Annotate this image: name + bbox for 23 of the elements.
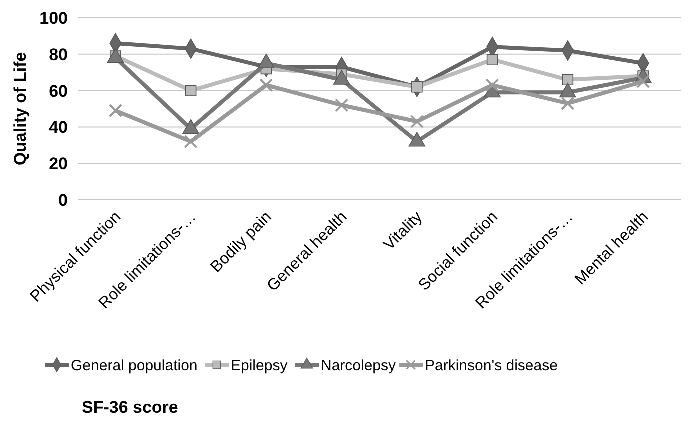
point (184, 134, 198, 149)
y-tick-label: 0 (58, 190, 68, 210)
point (410, 114, 424, 129)
point (260, 78, 274, 92)
point (561, 96, 575, 110)
y-axis-title: Quality of Life (11, 52, 30, 166)
y-tick-label: 60 (49, 82, 68, 101)
legend-label: Narcolepsy (321, 357, 397, 374)
point (334, 98, 349, 112)
y-tick-label: 20 (49, 154, 68, 174)
point (108, 104, 123, 118)
legend-label: Parkinson's disease (425, 357, 558, 374)
y-tick-label: 80 (49, 45, 68, 64)
y-tick-label: 100 (40, 8, 68, 28)
point (636, 74, 650, 89)
legend-label: Epilepsy (231, 357, 288, 374)
point (185, 85, 197, 96)
point (562, 74, 574, 86)
point (412, 82, 423, 93)
y-tick-label: 40 (49, 118, 68, 138)
text: SF-36 score (82, 398, 178, 417)
legend-label: General population (71, 357, 198, 374)
point (486, 54, 498, 66)
